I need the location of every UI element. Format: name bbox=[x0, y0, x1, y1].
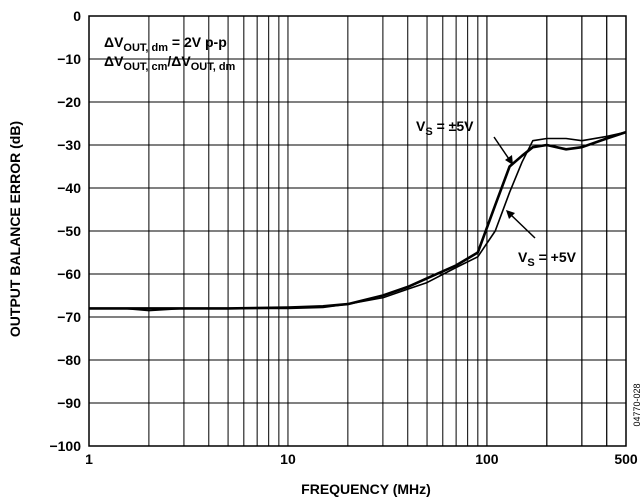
y-tick-label: 0 bbox=[73, 8, 81, 24]
x-axis-title: FREQUENCY (MHz) bbox=[301, 481, 431, 497]
x-tick-label: 500 bbox=[614, 451, 638, 467]
condition-line-1: ΔVOUT, dm = 2V p-p bbox=[104, 34, 227, 54]
label-vs-single-supply: VS = +5V bbox=[518, 249, 577, 269]
y-tick-label: −10 bbox=[57, 51, 81, 67]
x-tick-label: 100 bbox=[475, 451, 499, 467]
label-vs-dual-supply: VS = ±5V bbox=[416, 118, 474, 138]
series-line-vs-dual-supply bbox=[89, 130, 627, 310]
y-axis-title: OUTPUT BALANCE ERROR (dB) bbox=[7, 121, 23, 337]
y-tick-label: −60 bbox=[57, 266, 81, 282]
x-tick-label: 10 bbox=[280, 451, 296, 467]
x-tick-label: 1 bbox=[85, 451, 93, 467]
figure-id: 04770-028 bbox=[632, 383, 642, 426]
arrowhead-vs-single bbox=[506, 210, 515, 219]
y-tick-label: −80 bbox=[57, 352, 81, 368]
conditions-annotation: ΔVOUT, dm = 2V p-p ΔVOUT, cm/ΔVOUT, dm bbox=[104, 34, 236, 73]
arrow-vs-single bbox=[508, 212, 536, 239]
condition-line-2: ΔVOUT, cm/ΔVOUT, dm bbox=[104, 53, 236, 73]
y-tick-label: −30 bbox=[57, 137, 81, 153]
y-tick-label: −90 bbox=[57, 395, 81, 411]
series-line-vs-single-supply bbox=[89, 131, 627, 312]
y-tick-label: −100 bbox=[49, 438, 81, 454]
grid bbox=[88, 15, 627, 447]
y-tick-label: −70 bbox=[57, 309, 81, 325]
plot-frame bbox=[88, 15, 627, 447]
series-label-vs-single: VS = +5V bbox=[506, 210, 577, 269]
arrowhead-vs-dual bbox=[505, 155, 513, 165]
series-label-vs-dual: VS = ±5V bbox=[416, 118, 513, 165]
y-tick-label: −40 bbox=[57, 180, 81, 196]
series-lines bbox=[89, 130, 627, 312]
y-tick-label: −50 bbox=[57, 223, 81, 239]
y-tick-label: −20 bbox=[57, 94, 81, 110]
